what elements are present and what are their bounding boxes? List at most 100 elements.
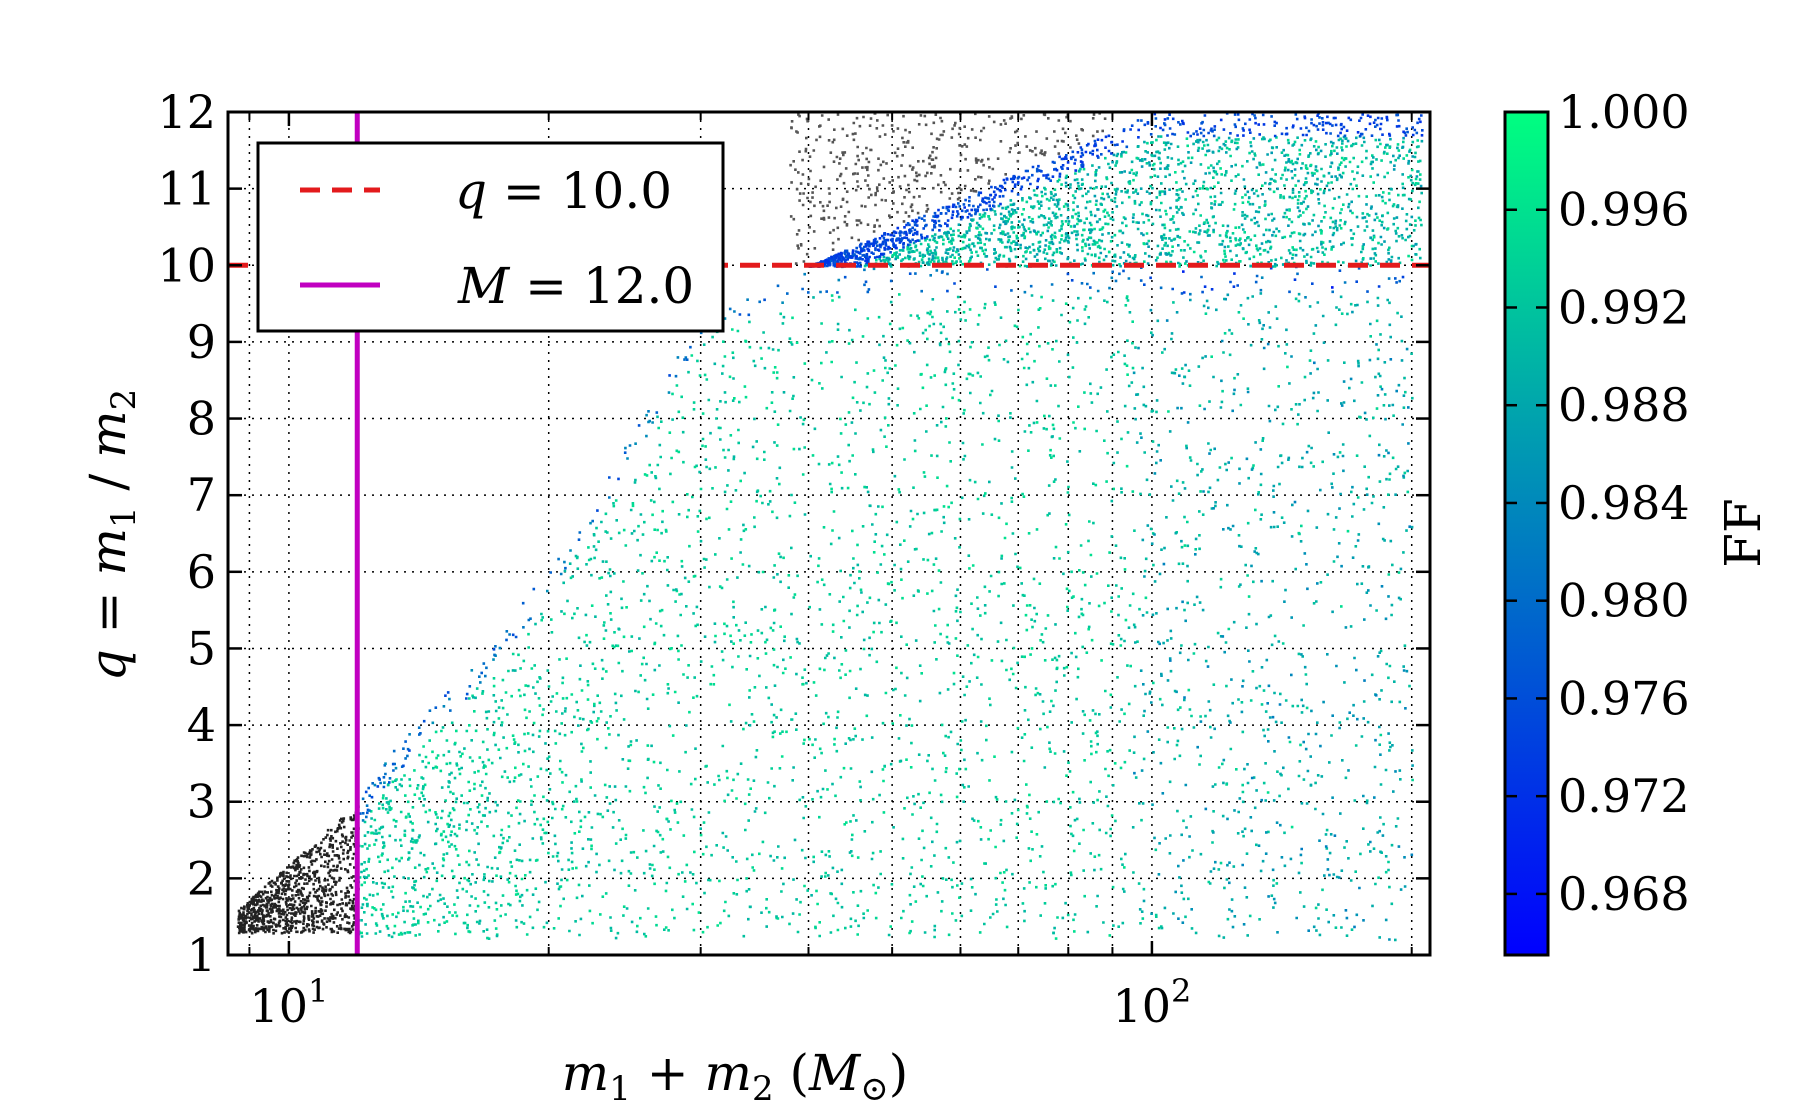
y-tick-label: 2 (187, 851, 216, 905)
scatter-point-group-146 (1212, 448, 1355, 934)
colorbar-tick-label: 0.984 (1558, 476, 1690, 530)
scatter-point-group-114 (368, 270, 1203, 797)
y-tick-label: 5 (187, 621, 216, 675)
scatter-point-group-46 (1174, 297, 1409, 913)
scatter-point-group-24 (898, 136, 1400, 910)
scatter-point-group-171 (1257, 844, 1261, 847)
scatter-point-group-97 (927, 137, 1414, 873)
scatter-point-group-142 (505, 288, 1263, 633)
scatter-point-group-190 (402, 284, 780, 750)
scatter-point-group-57 (448, 277, 1390, 912)
scatter-point-group-176 (1044, 159, 1249, 766)
scatter-point-group-99 (825, 279, 893, 293)
legend-box (256, 141, 725, 333)
colorbar-tick-label: 0.968 (1558, 867, 1690, 921)
scatter-point-group-205 (1213, 447, 1216, 451)
scatter-point-group-115 (470, 267, 1358, 871)
y-tick-label: 4 (187, 698, 216, 752)
scatter-point-group-19 (866, 139, 1414, 929)
scatter-point-group-105 (390, 151, 1384, 940)
y-tick-label: 7 (187, 468, 216, 522)
scatter-point-group-96 (946, 143, 1404, 911)
y-tick-label: 9 (187, 315, 216, 369)
scatter-point-group-155 (926, 141, 1326, 877)
scatter-point-group-116 (388, 272, 1334, 780)
scatter-point-group-131 (929, 274, 1391, 929)
scatter-point-group-95 (867, 288, 1013, 292)
scatter-point-group-150 (377, 265, 1298, 780)
scatter-point-group-179 (820, 121, 1180, 275)
y-tick-label: 3 (187, 775, 216, 829)
scatter-point-group-172 (645, 347, 1409, 566)
scatter-point-group-191 (940, 271, 944, 274)
scatter-point-group-88 (393, 272, 1299, 766)
scatter-point-group-177 (1031, 221, 1226, 765)
scatter-point-group-43 (943, 177, 1339, 879)
scatter-point-group-130 (1110, 217, 1396, 901)
colorbar-tick-label: 0.988 (1558, 378, 1690, 432)
scatter-point-group-243 (236, 803, 360, 935)
y-tick-label: 10 (157, 238, 216, 292)
legend-label-M: M = 12.0 (457, 257, 694, 315)
y-tick-label: 8 (187, 392, 216, 446)
y-axis-label: q = m1 / m2 (79, 389, 144, 681)
colorbar-tick-label: 0.976 (1558, 671, 1690, 725)
scatter-point-group-233 (913, 223, 917, 226)
scatter-point-group-119 (908, 149, 1401, 729)
y-tick-label: 12 (157, 85, 216, 139)
scatter-point-group-56 (361, 374, 678, 801)
scatter-point-group-102 (379, 271, 1118, 785)
scatter-points (236, 112, 1424, 942)
scatter-point-group-64 (837, 278, 1365, 922)
scatter-point-group-93 (434, 292, 1184, 709)
y-tick-label: 1 (187, 928, 216, 982)
x-axis-label: m1 + m2 (M⊙) (562, 1044, 908, 1109)
scatter-point-group-71 (884, 140, 1381, 911)
scatter-point-group-160 (637, 112, 1377, 427)
x-tick-label: 101 (249, 972, 328, 1033)
scatter-point-group-121 (1398, 279, 1401, 283)
scatter-point-group-182 (417, 557, 560, 729)
plot-frame (226, 110, 1432, 957)
scatter-point-group-65 (818, 125, 1415, 294)
scatter-point-group-127 (1096, 289, 1378, 890)
colorbar-label: FF (1714, 498, 1772, 567)
scatter-point-group-154 (918, 142, 1404, 903)
colorbar-tick-label: 0.996 (1558, 183, 1690, 237)
scatter-point-group-135 (1182, 270, 1185, 273)
scatter-point-group-137 (365, 268, 866, 807)
y-tick-label: 6 (187, 545, 216, 599)
colorbar-ticks: 1.000 0.996 0.992 0.988 0.984 0.980 0.976 0.972… (1505, 85, 1690, 921)
scatter-point-group-136 (988, 135, 1424, 888)
colorbar-tick-label: 1.000 (1558, 85, 1690, 139)
scatter-point-group-189 (941, 270, 1089, 288)
scatter-point-group-186 (1080, 282, 1084, 285)
scatter-point-group-202 (1313, 361, 1316, 365)
colorbar-tick-label: 0.980 (1558, 574, 1690, 628)
legend: q = 10.0 M = 12.0 (256, 141, 725, 333)
colorbar (1503, 110, 1550, 957)
legend-label-q: q = 10.0 (455, 162, 672, 220)
scatter-point-group-125 (1184, 461, 1370, 920)
scatter-point-group-140 (952, 136, 1420, 915)
scatter-point-group-6 (935, 138, 1414, 890)
scatter-point-group-162 (1137, 324, 1346, 879)
scatter-point-group-106 (559, 410, 1303, 851)
scatter-point-group-117 (1142, 419, 1404, 917)
scatter-point-group-107 (494, 276, 1410, 848)
scatter-point-group-110 (431, 406, 1388, 855)
scatter-point-group-170 (655, 274, 1259, 414)
scatter-point-group-100 (569, 420, 1305, 920)
scatter-point-group-174 (1331, 286, 1334, 289)
scatter-point-group-67 (676, 356, 1410, 739)
scatter-point-group-48 (1199, 720, 1203, 723)
colorbar-tick-label: 0.972 (1558, 769, 1690, 823)
y-tick-label: 11 (157, 162, 216, 216)
scatter-point-group-208 (812, 124, 1401, 268)
x-tick-label: 102 (1112, 972, 1191, 1033)
scatter-point-group-166 (361, 562, 1414, 857)
scatter-point-group-132 (628, 281, 1347, 447)
scatter-point-group-33 (928, 148, 1420, 876)
